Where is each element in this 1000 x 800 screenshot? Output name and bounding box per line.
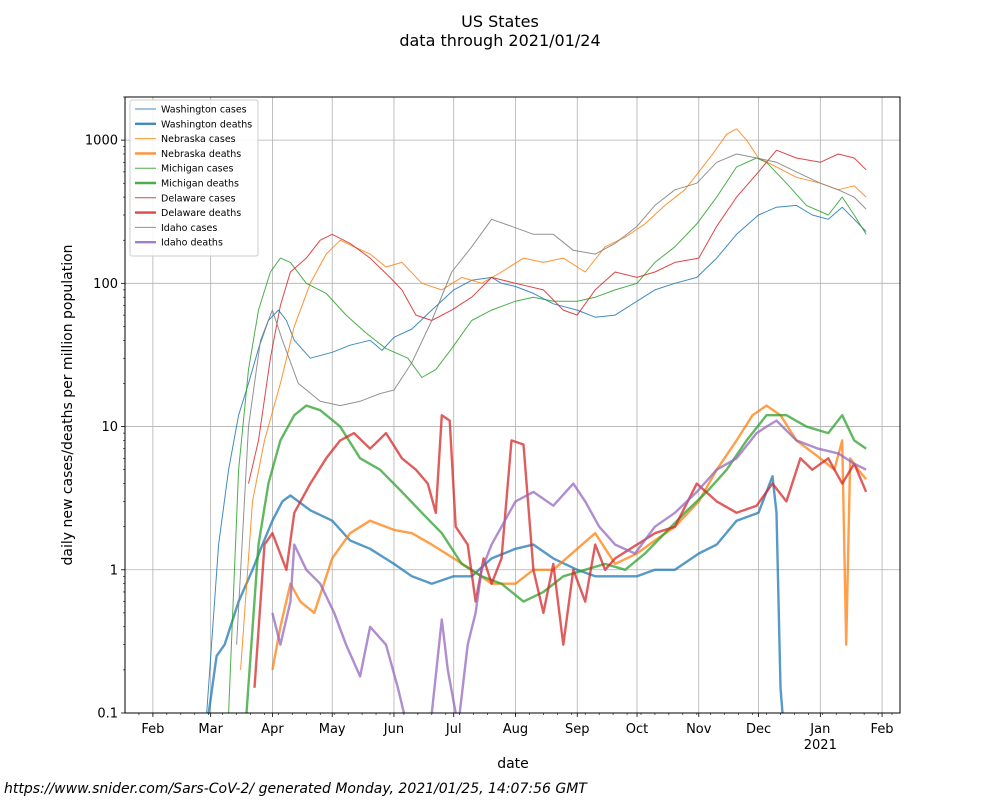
x-tick-label: Sep — [565, 722, 590, 737]
chart-title-line1: US States — [461, 12, 539, 31]
x-tick-label: Feb — [141, 722, 164, 737]
legend-box — [129, 99, 259, 257]
series-line-idaho-deaths — [430, 618, 457, 713]
axis-ticks: 0.1 1 10 100 1000 Feb Mar Apr May Jun Jul Aug Sep Oct… — [85, 96, 894, 753]
y-tick-label: 0.1 — [97, 707, 118, 722]
x-tick-label: Feb — [871, 722, 894, 737]
series-line-idaho-deaths — [271, 543, 406, 713]
legend-label: Michigan cases — [161, 164, 233, 175]
x-tick-label: May — [319, 722, 346, 737]
series-line-nebraska-cases — [240, 128, 867, 670]
x-tick-label: Jun — [383, 722, 404, 737]
x-tick-label: Apr — [261, 722, 284, 737]
y-tick-label: 100 — [93, 277, 118, 292]
x-tick-label: Aug — [503, 722, 528, 737]
legend-label: Michigan deaths — [161, 179, 239, 190]
legend-label: Nebraska deaths — [161, 149, 241, 160]
series-line-michigan-cases — [228, 157, 867, 713]
y-tick-label: 10 — [101, 420, 118, 435]
x-tick-label: Nov — [686, 722, 712, 737]
series-line-delaware-cases — [248, 149, 867, 484]
x-tick-label: Dec — [746, 722, 771, 737]
chart-title: US States data through 2021/01/24 — [0, 12, 1000, 50]
plot-frame — [124, 96, 901, 714]
series-line-washington-deaths — [207, 475, 784, 713]
legend-label: Delaware cases — [161, 193, 236, 204]
legend-label: Delaware deaths — [161, 208, 241, 219]
legend-label: Washington deaths — [161, 119, 252, 130]
y-axis-title: daily new cases/deaths per million popul… — [60, 244, 76, 565]
series-line-idaho-deaths — [458, 419, 867, 713]
series-line-delaware-deaths — [253, 414, 868, 688]
footer-attribution: https://www.snider.com/Sars-CoV-2/ gener… — [4, 781, 587, 797]
chart-subtitle: data through 2021/01/24 — [399, 31, 601, 50]
x-tick-label: Jan — [809, 722, 830, 737]
legend-label: Idaho cases — [161, 223, 217, 234]
x-tick-label: Oct — [626, 722, 648, 737]
series-line-michigan-deaths — [245, 404, 867, 713]
x-tick-label: Jul — [445, 722, 462, 737]
legend: Washington cases Washington deaths Nebrask… — [129, 99, 259, 257]
legend-label: Nebraska cases — [161, 134, 236, 145]
grid-lines — [125, 97, 900, 714]
x-tick-label: Mar — [198, 722, 223, 737]
series-group — [206, 128, 868, 713]
series-line-idaho-cases — [236, 153, 867, 645]
x-tick-year-label: 2021 — [804, 738, 837, 753]
series-line-nebraska-deaths — [271, 404, 868, 671]
series-line-washington-cases — [206, 204, 867, 713]
x-axis-title: date — [497, 756, 529, 772]
legend-label: Washington cases — [161, 105, 247, 116]
legend-label: Idaho deaths — [161, 238, 223, 249]
y-tick-label: 1 — [110, 563, 118, 578]
y-tick-label: 1000 — [85, 134, 118, 149]
